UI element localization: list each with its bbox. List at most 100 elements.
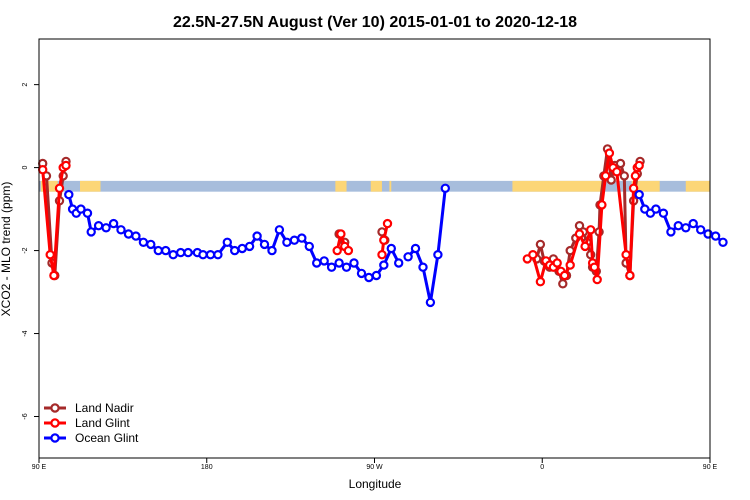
series-2-point-2-11 [710,231,721,241]
series-0-point-3-22 [615,158,626,169]
series-2-point-0-30 [274,225,285,235]
series-2-point-2-9 [696,225,706,235]
series-2-point-0-7 [101,223,111,233]
x-axis: 90 E 180 90 W 0 90 E [32,458,718,471]
series-2-point-0-39 [341,262,352,272]
series-2-point-0-24 [229,245,240,256]
series-2-point-0-14 [153,245,163,256]
series-2-point-0-9 [116,225,126,235]
series-1-point-1-0 [332,245,342,256]
series-2-point-1-0 [403,252,413,262]
series-1-point-0-0 [38,164,48,175]
series-1-point-0-2 [49,270,59,281]
plot-series [38,144,728,308]
x-tick-label-0: 90 E [32,464,47,471]
series-2-point-0-38 [334,258,344,268]
series-2-point-0-31 [282,237,292,247]
series-2-point-0-29 [267,245,277,256]
series-2-point-2-4 [658,208,669,218]
legend-marker-2 [50,433,60,443]
series-2-point-0-22 [213,249,223,260]
series-2-point-0-3 [76,204,86,214]
series-2-point-0-12 [138,237,149,247]
y-tick-label-1: 0 [22,166,29,170]
chart-title: 22.5N-27.5N August (Ver 10) 2015-01-01 t… [173,14,577,31]
y-axis: 2 0 -2 -4 -6 [22,83,39,420]
series-2-point-0-34 [304,241,314,252]
series-1-point-3-24 [630,171,641,181]
y-tick-label-0: 2 [22,83,29,87]
series-1-point-3-15 [592,274,602,285]
series-2-point-0-41 [356,268,367,279]
series-2-point-1-1 [410,243,421,254]
series-2-point-0-4 [82,208,93,218]
land-band-4 [389,180,392,192]
series-2-point-0-27 [252,231,262,241]
series-2-point-0-0 [64,189,74,200]
series-2-point-1-2 [418,262,428,272]
y-tick-label-3: -4 [22,330,29,336]
series-1-point-3-8 [559,270,570,281]
series-2-point-2-0 [634,189,644,200]
series-2-point-1-5 [440,183,450,193]
x-tick-label-4: 90 E [703,464,718,471]
series-2-point-0-40 [349,258,359,268]
series-0-point-3-23 [619,171,630,181]
series-1-point-3-16 [597,200,607,210]
series-2-point-0-37 [326,262,337,272]
series-1-point-2-2 [382,218,393,229]
series-2-point-0-23 [222,237,232,247]
series-2-point-0-35 [312,258,322,268]
series-2-point-0-26 [244,241,255,252]
series-1-point-3-2 [535,277,546,287]
series-2-point-2-7 [681,223,691,233]
y-axis-label: XCO2 - MLO trend (ppm) [0,182,13,317]
series-1-point-3-17 [600,171,611,181]
series-1-point-3-26 [634,160,644,171]
series-2-point-0-8 [108,218,119,229]
series-0-point-3-6 [558,279,568,289]
series-2-point-0-6 [93,220,104,231]
land-band-7 [685,180,710,192]
land-band-1 [80,180,101,192]
series-2-point-0-36 [319,256,329,266]
series-2-point-0-45 [386,243,396,254]
series-1-point-3-1 [528,249,538,260]
series-2-point-0-13 [146,239,156,250]
land-band-0 [40,180,58,192]
series-2-point-0-28 [259,239,270,250]
legend-marker-1 [50,418,60,428]
series-2-point-2-12 [718,237,728,247]
land-band-2 [335,180,347,192]
series-1-point-3-23 [628,183,639,193]
series-2-point-0-43 [371,270,382,281]
series-2-point-0-18 [183,247,193,258]
series-2-point-2-3 [651,204,661,214]
series-2-point-1-4 [433,249,443,260]
series-2-point-2-10 [703,229,713,239]
series-1-point-2-1 [379,235,389,245]
x-tick-label-3: 0 [540,464,544,471]
x-tick-label-1: 180 [201,464,213,471]
series-2-point-2-8 [688,218,698,229]
series-1-point-2-0 [377,249,387,260]
series-1-point-0-3 [54,183,65,193]
series-2-point-0-42 [364,272,374,283]
series-1-point-3-14 [589,262,600,272]
legend-label-0: Land Nadir [75,401,134,415]
y-tick-label-2: -2 [22,247,29,253]
series-2-point-1-3 [425,297,436,308]
series-1-point-3-9 [565,260,575,270]
series-1 [38,148,644,287]
legend-label-1: Land Glint [75,416,130,430]
x-tick-label-2: 90 W [366,464,383,471]
series-1-point-0-1 [45,249,55,260]
series-2-point-0-10 [123,229,134,239]
series-1-point-3-10 [574,229,585,239]
series-2-point-0-20 [198,249,208,260]
series-1-point-0-5 [61,160,71,171]
series-1-point-1-1 [336,229,346,239]
series-2-point-0-25 [237,243,247,254]
